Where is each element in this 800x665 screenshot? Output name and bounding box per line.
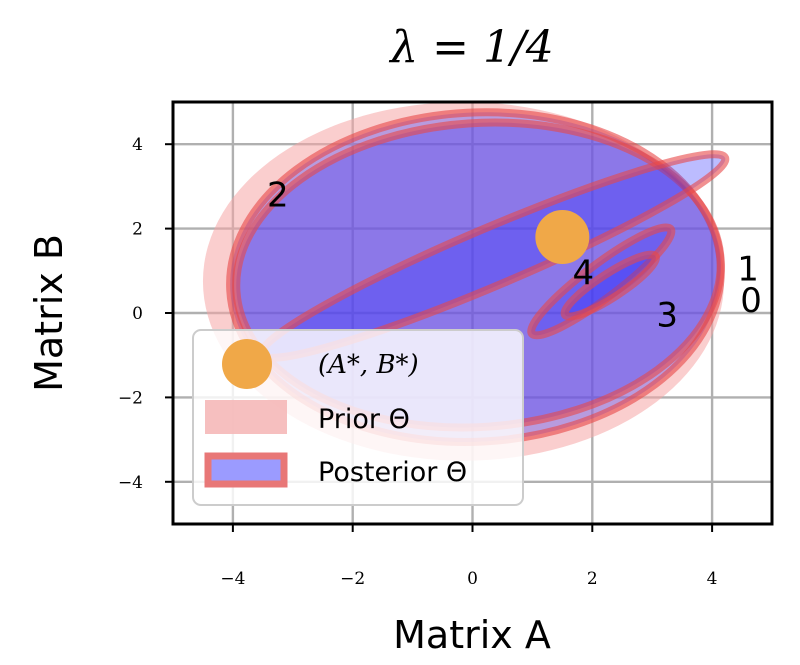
step-label: 0: [740, 281, 762, 321]
legend-marker: [222, 339, 272, 389]
y-axis-label: Matrix B: [27, 234, 71, 392]
x-tick-label: 2: [587, 569, 598, 589]
y-tick-label: 4: [132, 135, 143, 155]
posterior-set-4: [560, 250, 660, 321]
ticks: −4 −2 0 2 4 −4 −2 0 2 4: [118, 135, 718, 589]
legend-prior-swatch: [205, 400, 287, 434]
legend-label: (A*, B*): [318, 350, 419, 380]
legend-posterior-swatch: [204, 452, 288, 488]
step-label: 4: [572, 254, 594, 294]
step-label: 2: [267, 175, 289, 215]
x-axis-label: Matrix A: [393, 613, 551, 657]
y-tick-label: −4: [118, 473, 143, 493]
legend-label: Prior Θ: [318, 404, 410, 435]
y-tick-label: −2: [118, 388, 143, 408]
x-tick-label: −2: [340, 569, 365, 589]
legend-label: Posterior Θ: [318, 457, 467, 488]
legend: (A*, B*) Prior Θ Posterior Θ: [192, 329, 524, 506]
y-tick-label: 2: [132, 220, 143, 240]
x-tick-label: 0: [467, 569, 478, 589]
x-tick-label: 4: [707, 569, 718, 589]
y-tick-label: 0: [132, 304, 143, 324]
chart-title: λ = 1/4: [388, 22, 554, 73]
x-tick-label: −4: [220, 569, 245, 589]
step-label: 1: [737, 249, 759, 289]
step-label: 3: [656, 296, 678, 336]
true-parameter-point: [535, 210, 590, 265]
